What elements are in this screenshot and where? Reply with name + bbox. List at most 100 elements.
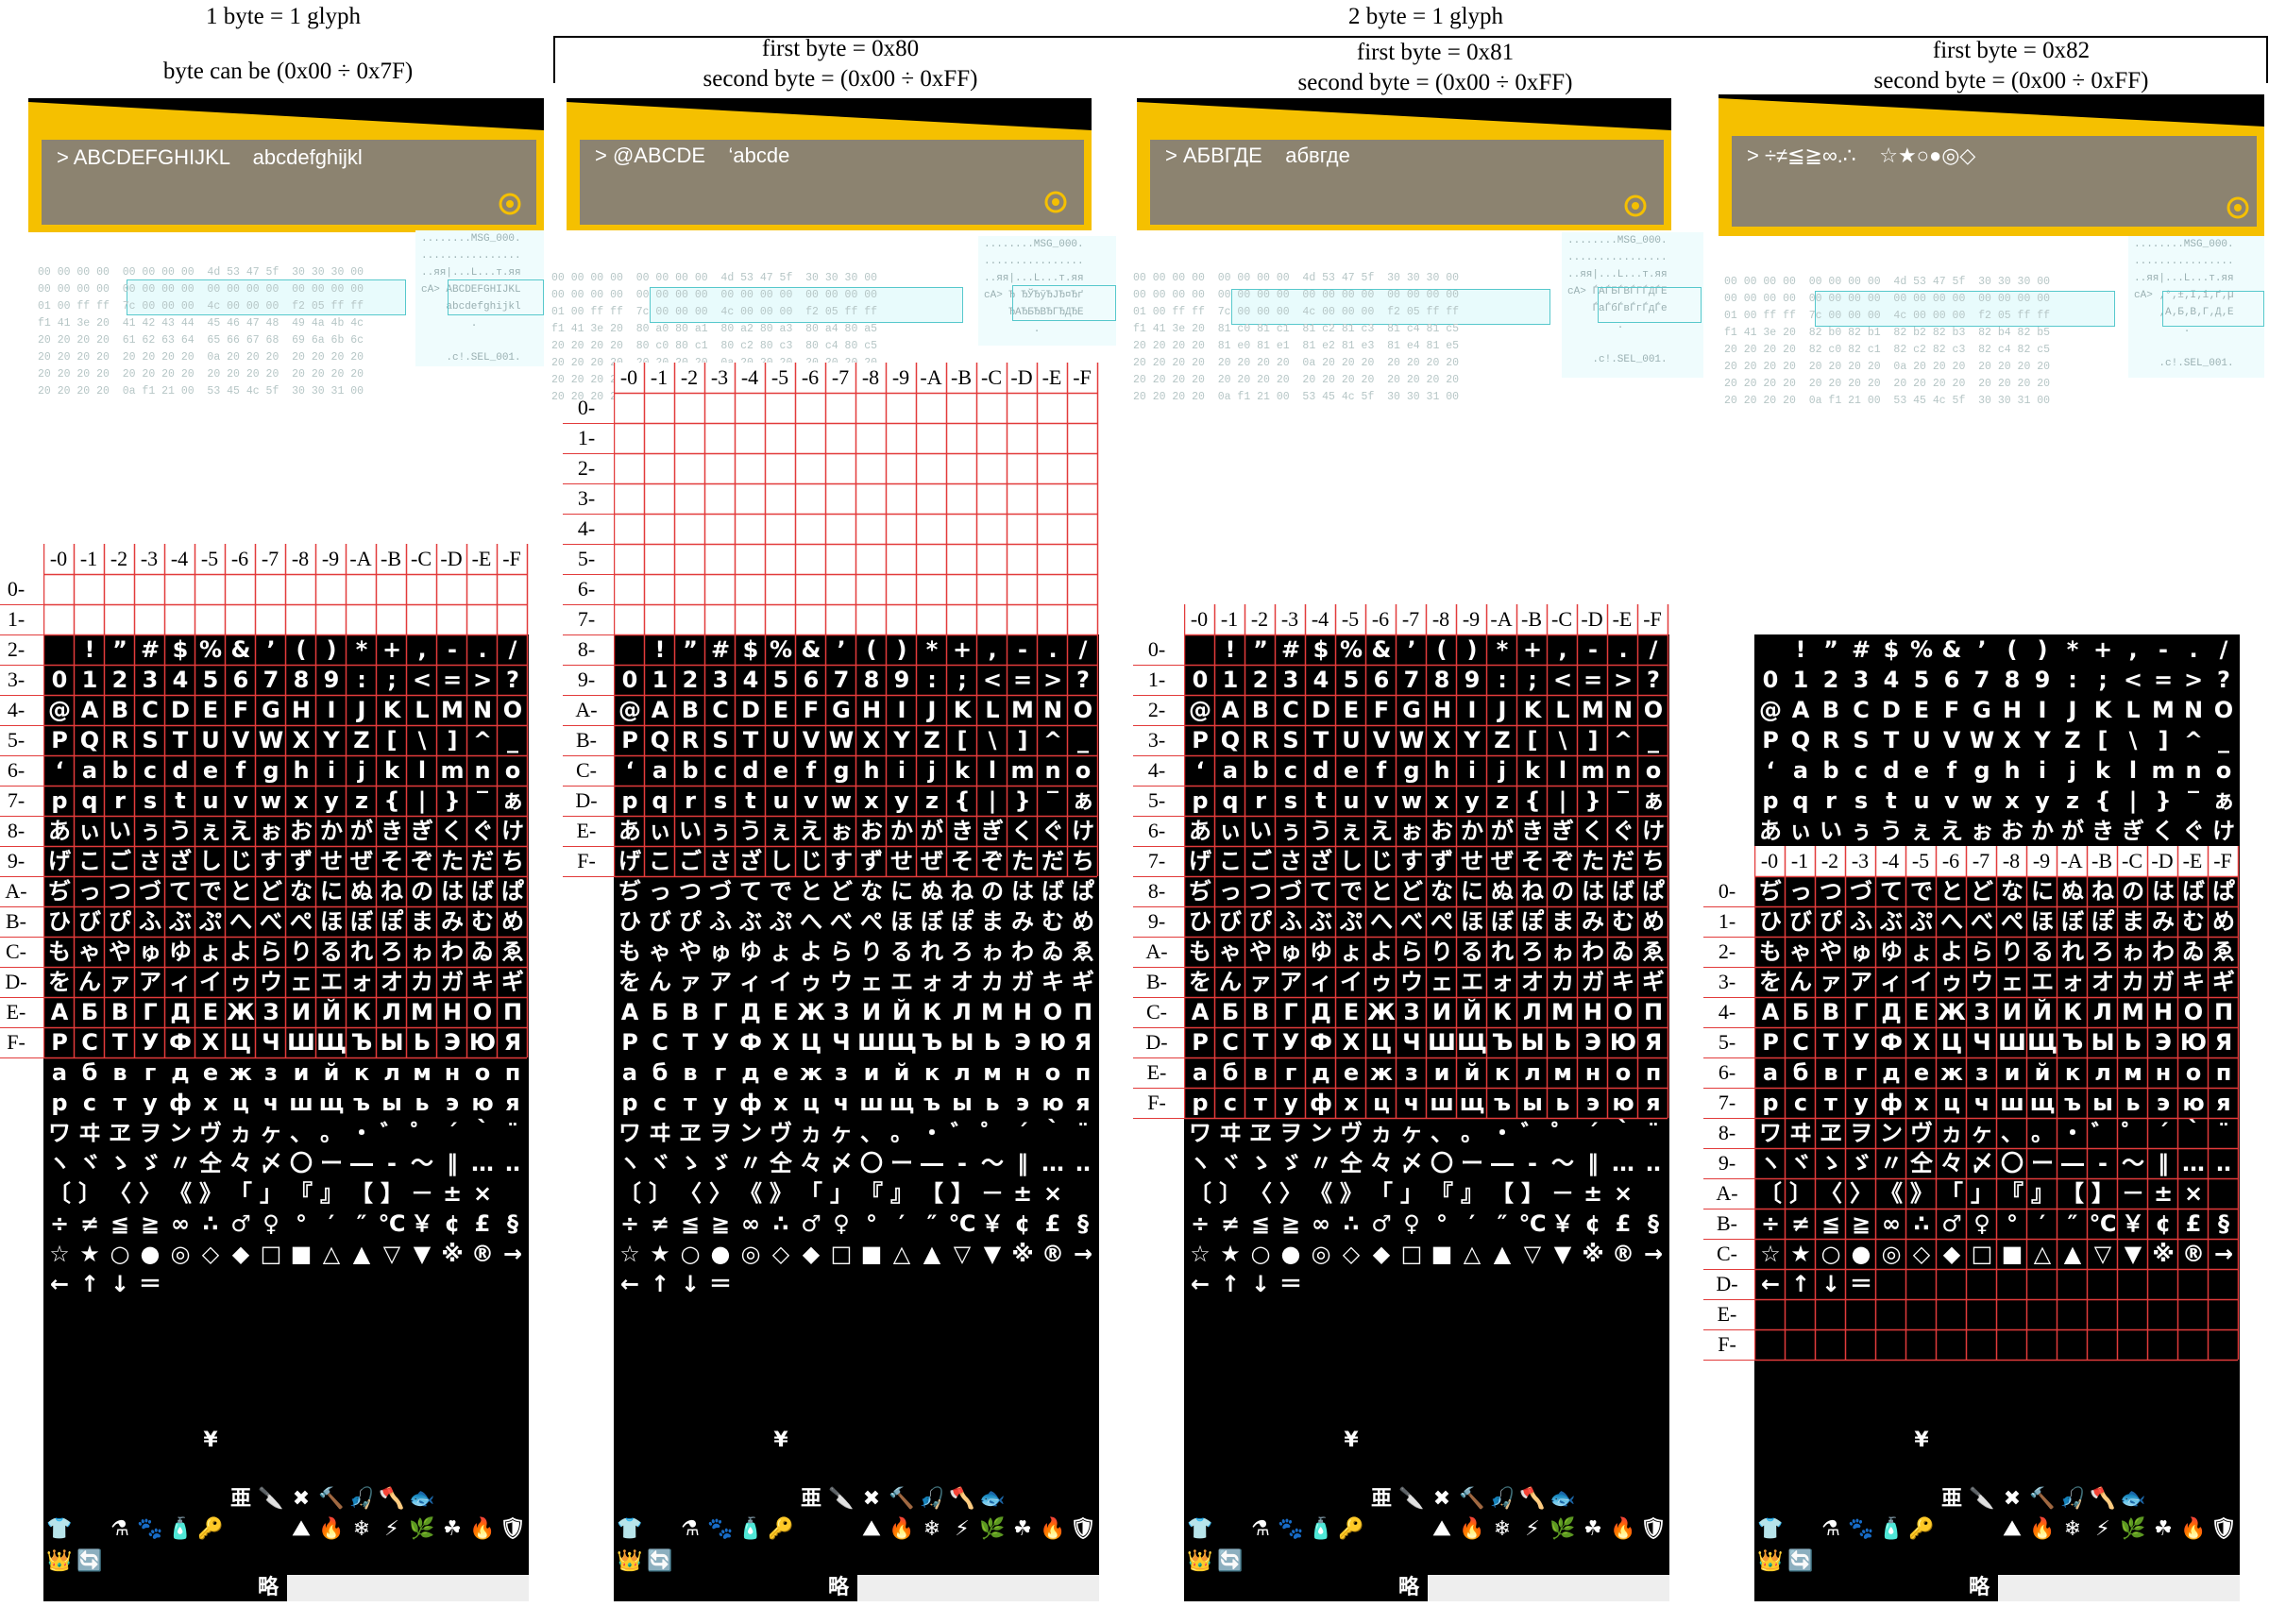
special-glyph: ⚗ bbox=[110, 1517, 129, 1541]
glyph: я bbox=[1075, 1090, 1091, 1116]
glyph: ど bbox=[260, 878, 282, 905]
glyph: Ь bbox=[983, 1029, 1002, 1056]
special-glyph bbox=[1185, 1484, 1215, 1514]
footer-glyph: 略 bbox=[257, 1576, 279, 1599]
glyph: ゆ bbox=[1880, 939, 1903, 965]
hex-line: 20 20 20 20 20 20 20 20 20 20 20 20 20 2… bbox=[38, 368, 364, 381]
glyph: と bbox=[229, 878, 252, 905]
glyph: э bbox=[1015, 1090, 1030, 1116]
glyph: 3 bbox=[712, 667, 729, 693]
glyph bbox=[1038, 1269, 1068, 1299]
glyph: ゆ bbox=[739, 939, 762, 965]
special-glyph bbox=[498, 1426, 528, 1456]
glyph: く bbox=[2152, 818, 2175, 844]
glyph: ご bbox=[679, 848, 702, 874]
glyph: ▲ bbox=[352, 1241, 371, 1267]
ascii-highlight bbox=[1012, 285, 1116, 321]
glyph: к bbox=[353, 1059, 370, 1086]
glyph: ェ bbox=[1431, 969, 1453, 995]
glyph: ぱ bbox=[1642, 878, 1665, 905]
column-label: -E bbox=[471, 547, 492, 570]
glyph: ← bbox=[619, 1271, 640, 1297]
special-glyph: 🐾 bbox=[707, 1517, 734, 1541]
glyph: N bbox=[1042, 697, 1063, 723]
glyph: ゅ bbox=[1279, 939, 1302, 965]
glyph: ♂ bbox=[1941, 1210, 1962, 1237]
glyph: g bbox=[262, 757, 279, 784]
glyph: み bbox=[1582, 908, 1604, 935]
special-glyph bbox=[675, 1547, 705, 1577]
ascii-line: .c!.SEL_001. bbox=[1567, 354, 1668, 365]
glyph: 『 bbox=[1431, 1180, 1453, 1207]
glyph: ぢ bbox=[1759, 878, 1782, 905]
glyph: - bbox=[1018, 636, 1027, 663]
glyph: ― bbox=[2061, 1150, 2084, 1176]
glyph: т bbox=[1824, 1090, 1837, 1116]
glyph: P bbox=[621, 727, 638, 753]
glyph: ぅ bbox=[1850, 818, 1872, 844]
glyph: ろ bbox=[951, 939, 974, 965]
glyph: с bbox=[1793, 1090, 1808, 1116]
glyph: с bbox=[82, 1090, 97, 1116]
glyph: エ bbox=[2031, 969, 2054, 995]
glyph: ～ bbox=[411, 1150, 433, 1176]
special-glyph bbox=[615, 1426, 645, 1456]
glyph: k bbox=[1525, 757, 1540, 784]
glyph: $ bbox=[172, 636, 189, 663]
special-glyph: ☘ bbox=[443, 1517, 462, 1541]
glyph: よ bbox=[800, 939, 822, 965]
special-glyph bbox=[796, 1547, 826, 1577]
glyph: エ bbox=[1461, 969, 1483, 995]
glyph: ヰ bbox=[649, 1120, 671, 1146]
glyph: В bbox=[1821, 999, 1840, 1025]
glyph: 〆 bbox=[830, 1150, 853, 1176]
glyph: | bbox=[988, 787, 997, 814]
glyph: ゝ bbox=[679, 1150, 702, 1176]
glyph: く bbox=[1582, 818, 1604, 844]
special-glyph bbox=[1997, 1426, 2027, 1456]
special-glyph-row: ¥ bbox=[615, 1426, 1098, 1456]
glyph: ご bbox=[1249, 848, 1272, 874]
glyph: ш bbox=[859, 1090, 884, 1116]
glyph: A bbox=[1221, 697, 1240, 723]
column-label: -6 bbox=[1371, 607, 1390, 631]
glyph: ぇ bbox=[770, 818, 792, 844]
glyph: ガ bbox=[1011, 969, 1034, 995]
ascii-line bbox=[415, 332, 544, 349]
glyph: х bbox=[1914, 1090, 1929, 1116]
glyph: 2 bbox=[1252, 667, 1269, 693]
glyph: 〈 bbox=[679, 1180, 702, 1207]
column-label: -1 bbox=[650, 365, 669, 389]
glyph: ’ bbox=[266, 636, 276, 663]
glyph: Ц bbox=[229, 1029, 252, 1056]
special-glyph bbox=[2057, 1426, 2088, 1456]
special-glyph bbox=[645, 1484, 675, 1514]
special-glyph bbox=[1038, 1547, 1068, 1577]
special-glyph: 🐟 bbox=[409, 1487, 435, 1511]
glyph: み bbox=[1011, 908, 1034, 935]
glyph: Н bbox=[442, 999, 463, 1025]
glyph: ヽ bbox=[1759, 1150, 1782, 1176]
glyph: 7 bbox=[1403, 667, 1420, 693]
glyph: ー bbox=[320, 1150, 343, 1176]
glyph bbox=[1548, 1269, 1578, 1299]
row-label-rule bbox=[0, 906, 43, 907]
glyph: Y bbox=[323, 727, 340, 753]
glyph: x bbox=[294, 787, 309, 814]
one-byte-range: byte can be (0x00 ÷ 0x7F) bbox=[162, 59, 414, 84]
glyph: ≠ bbox=[650, 1210, 670, 1237]
glyph: § bbox=[1648, 1210, 1659, 1237]
glyph: 〃 bbox=[169, 1150, 192, 1176]
row-label-rule bbox=[1133, 876, 1184, 877]
special-glyph bbox=[44, 1484, 75, 1514]
row-label-rule bbox=[0, 695, 43, 696]
glyph: ± bbox=[442, 1180, 463, 1207]
special-glyph: 🪓 bbox=[1519, 1487, 1546, 1511]
glyph: き bbox=[1521, 818, 1544, 844]
special-glyph-row: 👑 🔄 bbox=[1185, 1547, 1668, 1577]
glyph: b bbox=[1822, 757, 1839, 784]
glyph: п bbox=[2215, 1059, 2232, 1086]
glyph: ゜ bbox=[1551, 1120, 1574, 1146]
glyph: . bbox=[1048, 636, 1058, 663]
glyph: { bbox=[2094, 787, 2111, 814]
